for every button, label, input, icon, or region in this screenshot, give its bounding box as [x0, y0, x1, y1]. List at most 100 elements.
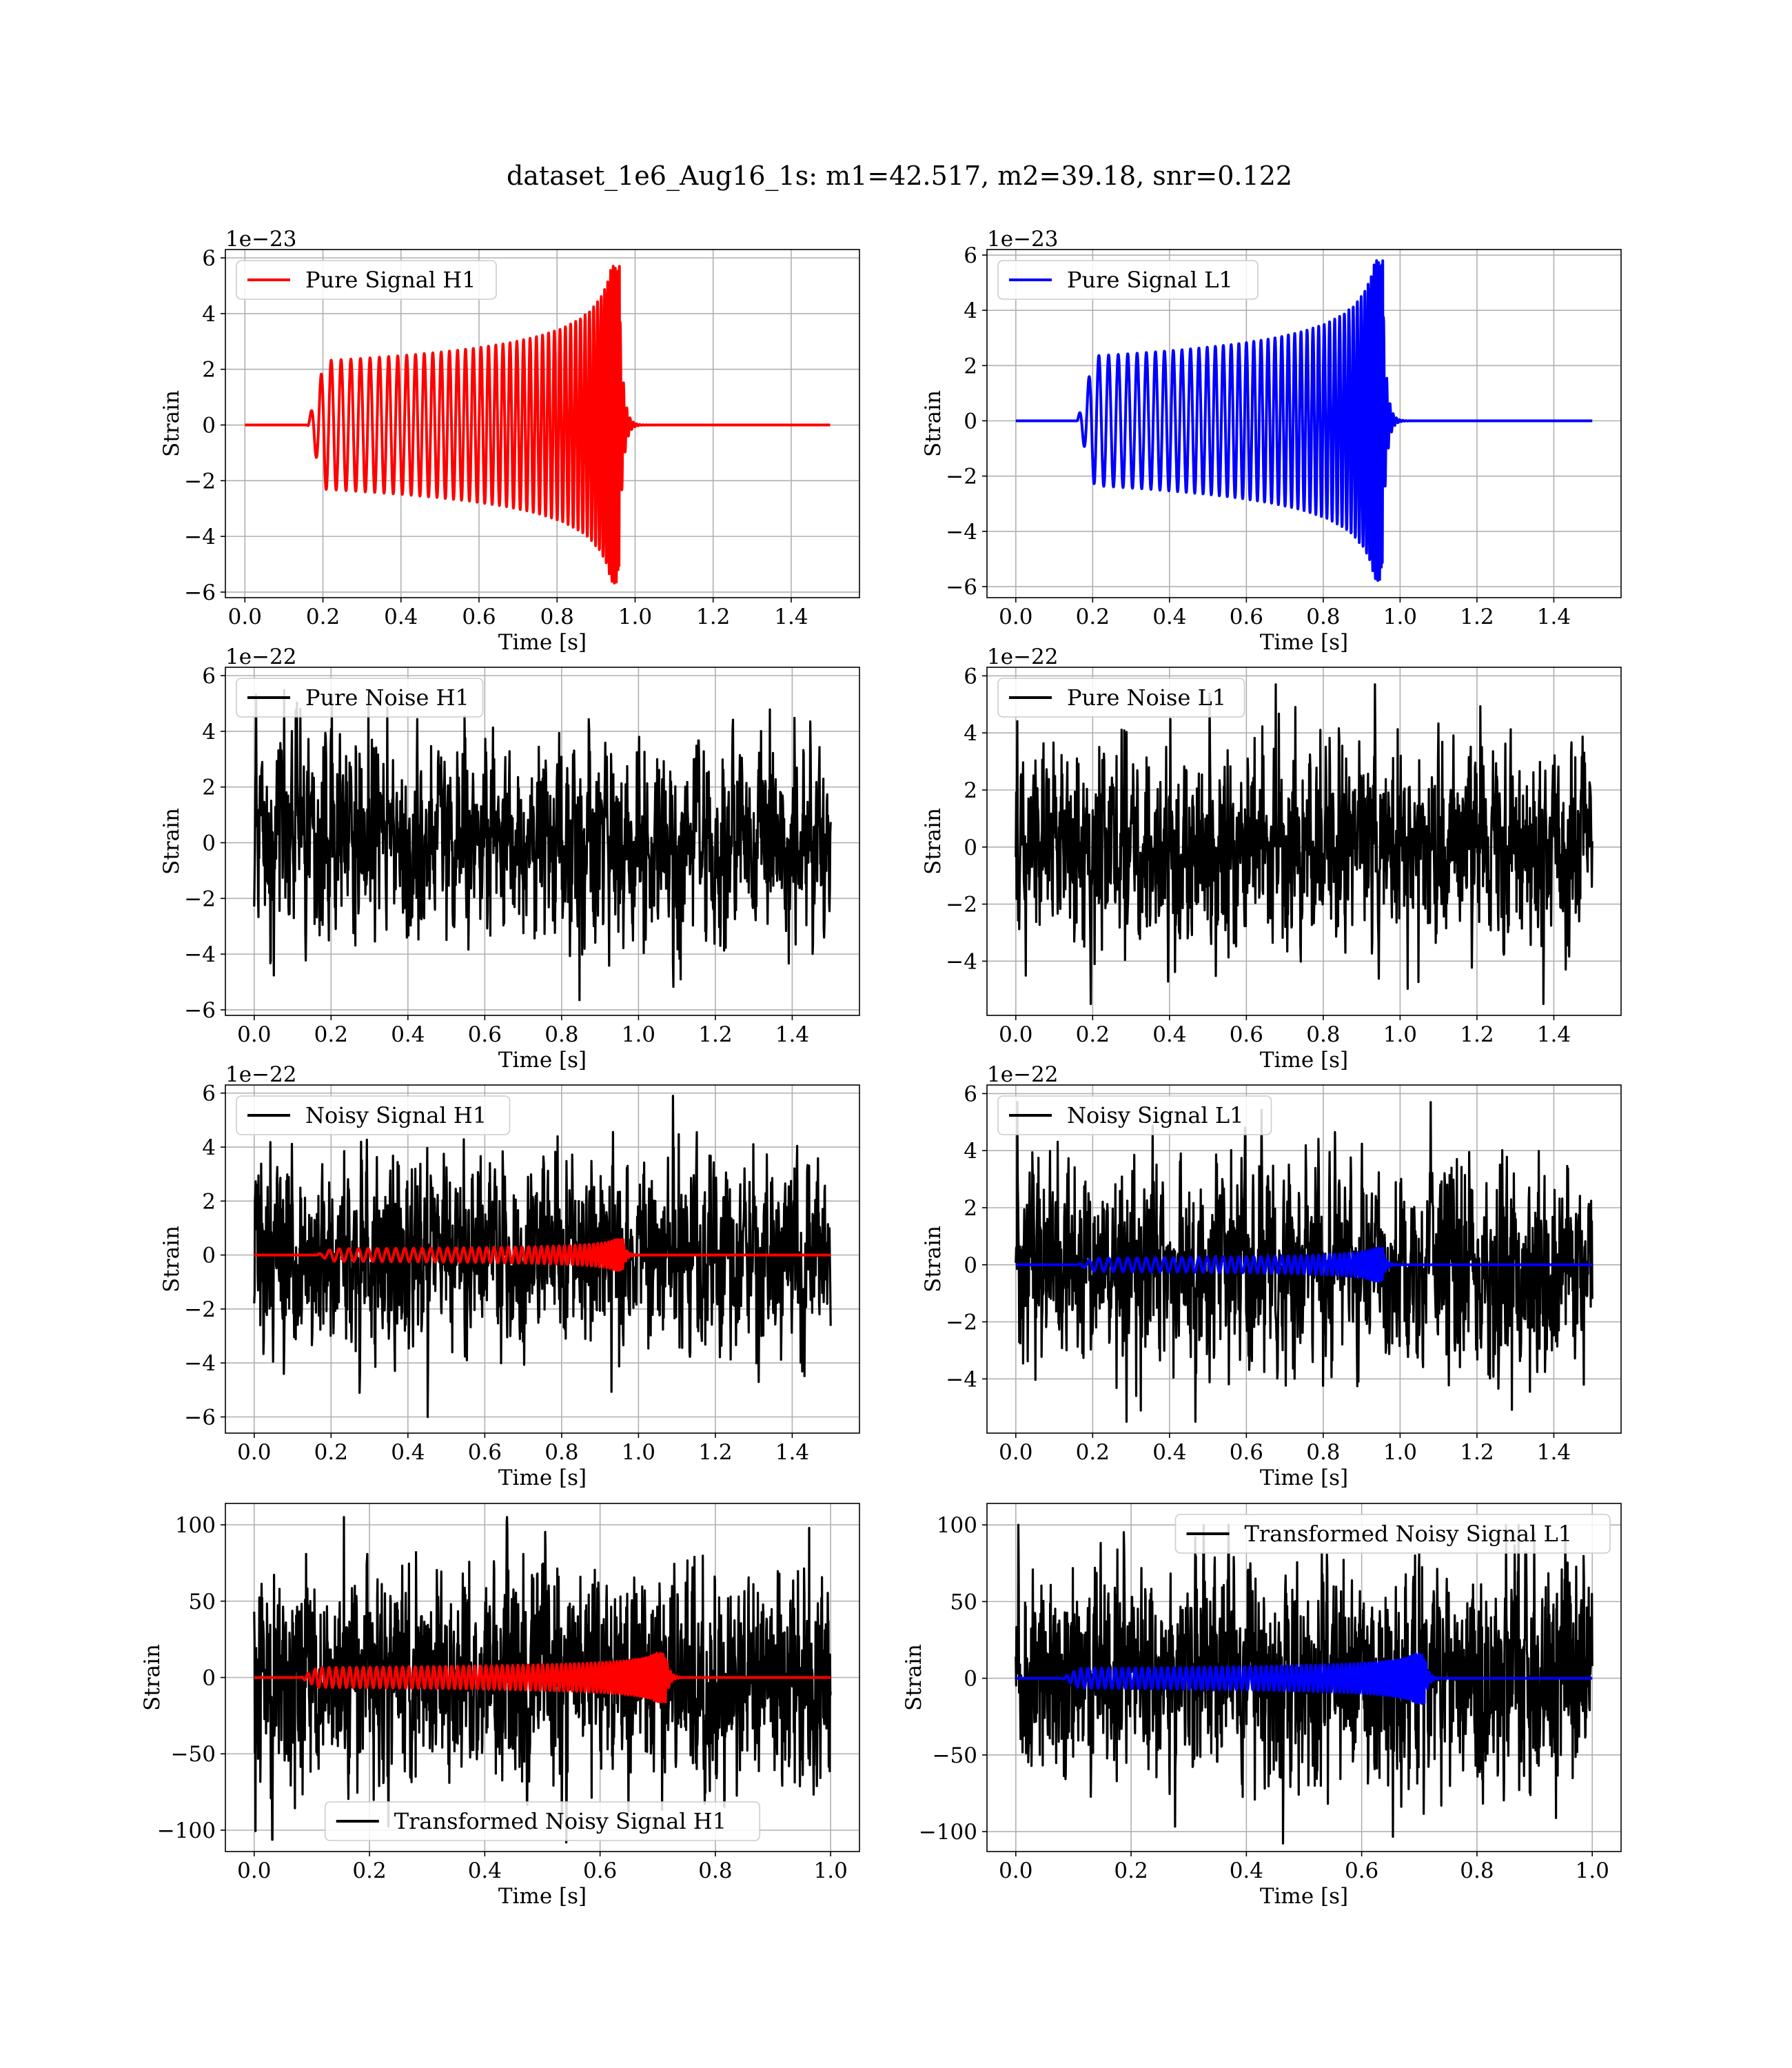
y-tick-label: −2 [946, 465, 977, 489]
y-tick-label: 4 [202, 302, 216, 327]
series-group [253, 1516, 832, 1844]
y-tick-label: 0 [202, 414, 216, 438]
x-tick-label: 1.2 [696, 605, 730, 629]
y-tick-label: 4 [964, 1139, 977, 1164]
legend-box [997, 678, 1245, 718]
noise-line [253, 689, 832, 1002]
x-tick-label: 1.4 [775, 1022, 809, 1047]
y-tick-label: −4 [184, 525, 216, 549]
signal-line [253, 1238, 832, 1272]
x-tick-label: 0.8 [698, 1858, 732, 1883]
y-tick-label: −4 [946, 949, 977, 974]
x-tick-label: 0.2 [1076, 1440, 1110, 1465]
y-tick-label: −6 [184, 1406, 216, 1430]
axis-offset-label: 1e−23 [987, 227, 1059, 252]
x-tick-label: 0.8 [540, 605, 574, 629]
x-tick-label: 0.6 [468, 1440, 502, 1465]
x-tick-label: 0.4 [468, 1858, 502, 1883]
y-tick-label: 6 [202, 246, 216, 271]
axes-frame [225, 667, 860, 1016]
legend-label: Pure Noise L1 [1067, 685, 1226, 711]
y-tick-label: 4 [964, 721, 977, 746]
y-tick-label: −6 [946, 575, 977, 600]
subplot-grid: 0.0 0.2 0.4 0.6 0.8 1.0 1.2 1.4 −6 −4 −2 0 2 4 6 Time [… [140, 227, 1622, 1909]
axes-frame [225, 249, 860, 598]
x-tick-label: 0.0 [999, 605, 1032, 629]
y-tick-label: 0 [964, 1667, 977, 1692]
x-tick-label: 0.0 [237, 1022, 271, 1047]
y-tick-label: 6 [964, 1082, 977, 1106]
y-axis-label: Strain [159, 390, 184, 457]
x-tick-label: 1.0 [622, 1022, 655, 1047]
legend-box [236, 678, 484, 718]
y-tick-label: 2 [202, 1189, 216, 1214]
x-axis-label: Time [s] [1260, 1466, 1348, 1490]
y-axis-label: Strain [159, 808, 184, 875]
x-tick-label: 0.0 [228, 605, 262, 629]
signal-line [243, 265, 832, 585]
x-tick-label: 0.0 [999, 1858, 1032, 1883]
x-tick-label: 0.2 [1114, 1858, 1148, 1883]
x-axis-label: Time [s] [498, 1048, 587, 1073]
x-tick-label: 1.0 [1576, 1858, 1609, 1883]
y-tick-label: 6 [964, 664, 977, 689]
legend-box [236, 1095, 511, 1135]
legend-box [997, 1095, 1272, 1135]
legend: Pure Signal L1 [997, 260, 1259, 300]
y-tick-label: 2 [202, 776, 216, 800]
pure-noise-l1-panel: 0.0 0.2 0.4 0.6 0.8 1.0 1.2 1.4 −4 −2 0 2 4 6 Time [s]… [921, 645, 1622, 1073]
x-tick-label: 1.0 [618, 605, 652, 629]
y-tick-label: 2 [202, 358, 216, 383]
x-axis-label: Time [s] [498, 630, 587, 655]
y-tick-label: 0 [964, 1253, 977, 1278]
legend: Pure Noise H1 [236, 678, 484, 718]
x-tick-label: 1.0 [1383, 1022, 1417, 1047]
y-tick-label: 4 [202, 1135, 216, 1160]
x-tick-label: 0.2 [306, 605, 340, 629]
series-group [1015, 683, 1594, 1005]
x-axis-label: Time [s] [498, 1466, 587, 1490]
x-tick-label: 0.8 [1306, 1022, 1340, 1047]
legend-box [997, 260, 1259, 300]
x-tick-label: 0.8 [1306, 605, 1340, 629]
y-tick-label: −2 [184, 1297, 216, 1322]
x-tick-label: 0.8 [544, 1022, 578, 1047]
x-tick-label: 1.0 [622, 1440, 655, 1465]
x-tick-label: 0.0 [237, 1440, 271, 1465]
x-axis-label: Time [s] [1260, 630, 1348, 655]
legend-label: Pure Signal H1 [305, 267, 476, 293]
x-tick-label: 0.4 [1152, 1440, 1186, 1465]
y-tick-label: 2 [964, 778, 977, 803]
x-tick-label: 0.6 [1345, 1858, 1378, 1883]
y-tick-label: 0 [964, 835, 977, 860]
legend: Transformed Noisy Signal H1 [324, 1801, 761, 1841]
x-tick-label: 1.4 [1537, 1440, 1571, 1465]
y-tick-label: 6 [202, 664, 216, 689]
pure-signal-l1-panel: 0.0 0.2 0.4 0.6 0.8 1.0 1.2 1.4 −6 −4 −2 0 2 4 6 Time [… [921, 227, 1622, 655]
x-tick-label: 0.6 [1230, 605, 1263, 629]
pure-signal-h1-panel: 0.0 0.2 0.4 0.6 0.8 1.0 1.2 1.4 −6 −4 −2 0 2 4 6 Time [… [159, 227, 860, 655]
y-tick-label: 0 [202, 1666, 216, 1691]
signal-line [1015, 1652, 1594, 1705]
y-tick-label: 0 [964, 409, 977, 434]
legend: Transformed Noisy Signal L1 [1174, 1514, 1611, 1554]
x-tick-label: 0.2 [314, 1440, 348, 1465]
y-tick-label: −6 [184, 998, 216, 1023]
y-tick-label: 100 [175, 1513, 216, 1538]
noise-line [253, 1516, 832, 1844]
x-tick-label: 1.2 [1460, 1440, 1494, 1465]
legend-label: Pure Signal L1 [1067, 267, 1233, 293]
y-tick-label: 0 [202, 831, 216, 856]
noise-line [1015, 683, 1594, 1005]
y-tick-label: 4 [202, 720, 216, 744]
x-tick-label: 0.2 [1076, 605, 1110, 629]
axes-frame [986, 667, 1622, 1016]
x-tick-label: 0.2 [352, 1858, 386, 1883]
y-tick-label: 50 [950, 1590, 977, 1614]
x-tick-label: 0.8 [544, 1440, 578, 1465]
legend: Noisy Signal L1 [997, 1095, 1272, 1135]
x-tick-label: 0.6 [462, 605, 496, 629]
noise-line [253, 1095, 832, 1419]
noise-line [1015, 1101, 1594, 1423]
